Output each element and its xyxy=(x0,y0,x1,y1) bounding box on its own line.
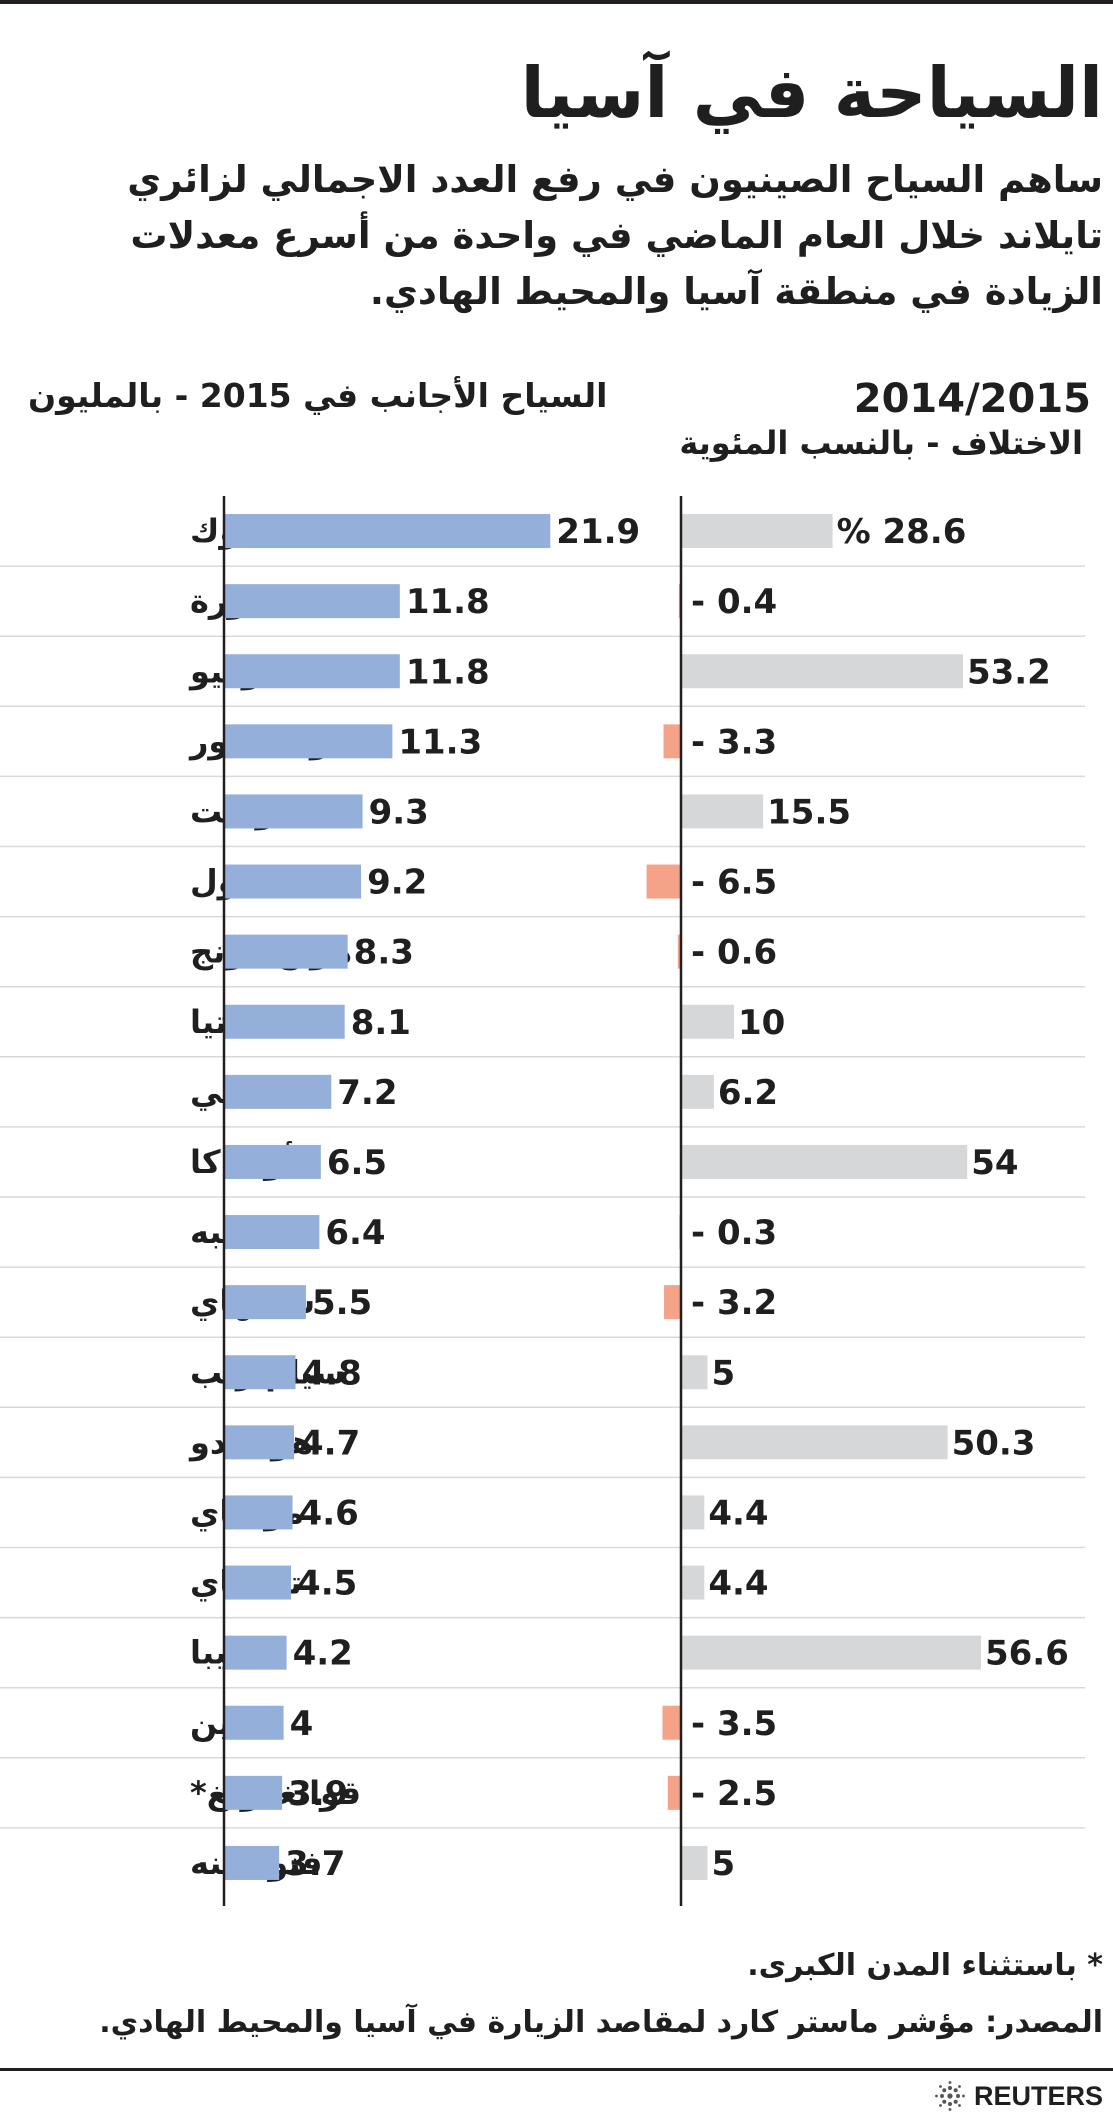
change-bar xyxy=(646,864,681,899)
change-bar xyxy=(681,794,764,829)
visitors-bar xyxy=(224,1425,295,1460)
change-value-label: 54 xyxy=(971,1143,1018,1183)
change-bar xyxy=(681,1074,714,1109)
visitors-value-label: 3.9 xyxy=(288,1774,348,1814)
reuters-logo-icon xyxy=(935,2081,965,2111)
change-bar xyxy=(681,1144,968,1179)
change-bar xyxy=(662,1705,681,1740)
source-note: المصدر: مؤشر ماستر كارد لمقاصد الزيارة ف… xyxy=(99,2005,1103,2040)
visitors-value-label: 21.9 xyxy=(556,512,640,552)
visitors-bar xyxy=(224,1775,283,1810)
change-value-label: - 2.5 xyxy=(691,1774,777,1814)
change-bar xyxy=(681,654,963,689)
bottom-rule xyxy=(0,2068,1113,2071)
change-value-label: - 3.3 xyxy=(691,722,777,762)
change-value-label: - 3.2 xyxy=(691,1283,777,1323)
visitors-bar xyxy=(224,1565,292,1600)
visitors-value-label: 11.3 xyxy=(398,722,482,762)
visitors-value-label: 4.5 xyxy=(297,1564,357,1604)
change-bar xyxy=(681,514,833,549)
visitors-bar xyxy=(224,934,348,969)
visitors-value-label: 8.3 xyxy=(354,933,414,973)
chart-title: السياحة في آسيا xyxy=(520,52,1103,134)
visitors-bar xyxy=(224,724,393,759)
visitors-bar xyxy=(224,1285,306,1320)
tourism-bar-chart: بانكوك21.9% 28.6سنغافورة11.8- 0.4طوكيو11… xyxy=(0,496,1085,1906)
visitors-bar xyxy=(224,584,400,619)
visitors-bar xyxy=(224,1004,345,1039)
visitors-value-label: 3.7 xyxy=(285,1844,345,1884)
visitors-value-label: 5.5 xyxy=(312,1283,372,1323)
visitors-value-label: 6.5 xyxy=(327,1143,387,1183)
change-value-label: 5 xyxy=(712,1844,736,1884)
visitors-bar xyxy=(224,1705,284,1740)
change-value-label: 15.5 xyxy=(767,792,851,832)
visitors-value-label: 9.3 xyxy=(369,792,429,832)
visitors-bar xyxy=(224,1635,287,1670)
visitors-bar xyxy=(224,1845,280,1880)
visitors-value-label: 4.6 xyxy=(299,1493,359,1533)
visitors-bar xyxy=(224,514,551,549)
change-bar xyxy=(681,1004,734,1039)
change-value-label: - 3.5 xyxy=(691,1704,777,1744)
change-value-label: 5 xyxy=(712,1353,736,1393)
visitors-column-header: السياح الأجانب في 2015 - بالمليون xyxy=(28,376,608,415)
top-rule xyxy=(0,0,1113,4)
change-bar xyxy=(681,1635,981,1670)
change-value-label: - 0.3 xyxy=(691,1213,777,1253)
visitors-bar xyxy=(224,1215,320,1250)
change-bar xyxy=(663,724,681,759)
change-value-label: % 28.6 xyxy=(837,512,967,552)
change-bar xyxy=(667,1775,681,1810)
change-bar xyxy=(681,1565,705,1600)
visitors-bar xyxy=(224,1355,296,1390)
chart-subtitle: ساهم السياح الصينيون في رفع العدد الاجما… xyxy=(127,158,1103,313)
change-column-subheader: الاختلاف - بالنسب المئوية xyxy=(679,424,1083,462)
visitors-value-label: 4.2 xyxy=(293,1634,353,1674)
change-bar xyxy=(664,1285,681,1320)
change-value-label: 4.4 xyxy=(708,1493,768,1533)
visitors-value-label: 8.1 xyxy=(351,1003,411,1043)
change-value-label: 6.2 xyxy=(718,1073,778,1113)
change-bar xyxy=(681,1425,948,1460)
visitors-value-label: 4.7 xyxy=(300,1423,360,1463)
visitors-value-label: 11.8 xyxy=(406,582,490,622)
change-bar xyxy=(681,1495,705,1530)
visitors-value-label: 11.8 xyxy=(406,652,490,692)
visitors-value-label: 4 xyxy=(290,1704,314,1744)
reuters-brand: REUTERS xyxy=(934,2080,1103,2112)
visitors-value-label: 9.2 xyxy=(367,863,427,903)
change-value-label: 56.6 xyxy=(985,1634,1069,1674)
visitors-bar xyxy=(224,864,362,899)
visitors-bar xyxy=(224,1074,332,1109)
change-value-label: 4.4 xyxy=(708,1564,768,1604)
change-bar xyxy=(681,1845,708,1880)
change-bar xyxy=(677,934,681,969)
visitors-bar xyxy=(224,654,400,689)
change-value-label: 10 xyxy=(738,1003,785,1043)
visitors-value-label: 7.2 xyxy=(337,1073,397,1113)
visitors-bar xyxy=(224,1144,321,1179)
footnote: * باستثناء المدن الكبرى. xyxy=(747,1948,1103,1983)
change-value-label: 50.3 xyxy=(952,1423,1036,1463)
change-value-label: - 6.5 xyxy=(691,863,777,903)
change-value-label: 53.2 xyxy=(967,652,1051,692)
change-column-year: 2014/2015 xyxy=(853,376,1091,422)
visitors-value-label: 6.4 xyxy=(325,1213,385,1253)
change-bar xyxy=(681,1355,708,1390)
visitors-bar xyxy=(224,1495,293,1530)
change-value-label: - 0.6 xyxy=(691,933,777,973)
change-value-label: - 0.4 xyxy=(691,582,777,622)
visitors-value-label: 4.8 xyxy=(302,1353,362,1393)
reuters-wordmark: REUTERS xyxy=(973,2080,1103,2111)
visitors-bar xyxy=(224,794,363,829)
